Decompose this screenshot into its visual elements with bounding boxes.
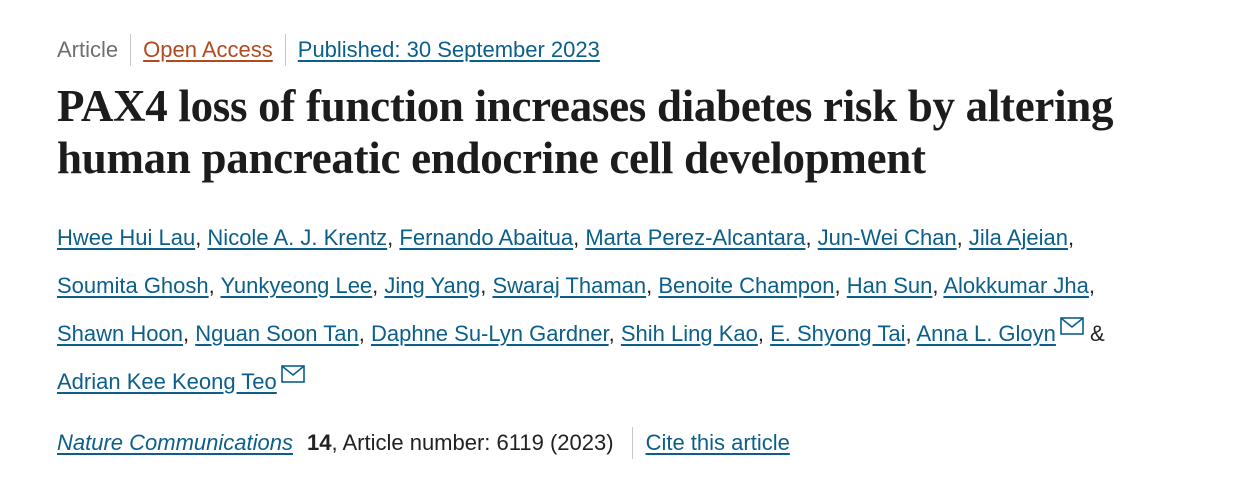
author-list: Hwee Hui Lau, Nicole A. J. Krentz, Ferna… [57,214,1217,406]
author-link[interactable]: Shawn Hoon [57,321,183,346]
author-link[interactable]: Benoite Champon [658,273,835,298]
author-separator: & [1083,321,1111,346]
author-link[interactable]: Nicole A. J. Krentz [207,225,388,250]
author-link[interactable]: Jun-Wei Chan [817,225,957,250]
author-separator: , [956,225,969,250]
author-separator: , [805,225,818,250]
article-type: Article [57,37,119,62]
author-link[interactable]: Nguan Soon Tan [195,321,359,346]
author-separator: , [208,273,221,298]
author-link[interactable]: Jila Ajeian [968,225,1068,250]
author-link[interactable]: Adrian Kee Keong Teo [57,369,277,394]
author-link[interactable]: Alokkumar Jha [943,273,1089,298]
journal-link[interactable]: Nature Communications [57,430,293,455]
author-link[interactable]: Hwee Hui Lau [57,225,196,250]
author-link[interactable]: E. Shyong Tai [770,321,906,346]
author-line: Shawn Hoon, Nguan Soon Tan, Daphne Su-Ly… [57,310,1217,358]
author-link[interactable]: Daphne Su-Lyn Gardner [370,321,609,346]
author-link[interactable]: Marta Perez-Alcantara [585,225,806,250]
author-line: Hwee Hui Lau, Nicole A. J. Krentz, Ferna… [57,214,1217,262]
author-separator: , [387,225,400,250]
author-line: Adrian Kee Keong Teo [57,358,1217,406]
cite-this-article-link[interactable]: Cite this article [645,430,790,455]
meta-divider [284,34,286,66]
author-separator: , [358,321,371,346]
article-number: , Article number: 6119 (2023) [331,430,614,455]
author-link[interactable]: Shih Ling Kao [620,321,758,346]
author-separator: , [372,273,385,298]
article-title-line-2: human pancreatic endocrine cell developm… [57,133,926,183]
author-separator: , [757,321,771,346]
author-separator: , [480,273,493,298]
author-separator: , [182,321,196,346]
article-title: PAX4 loss of function increases diabetes… [57,80,1227,184]
citation-row: Nature Communications 14 , Article numbe… [57,427,790,459]
envelope-icon[interactable] [1060,317,1084,335]
envelope-icon[interactable] [280,365,305,383]
author-link[interactable]: Swaraj Thaman [492,273,647,298]
author-link[interactable]: Soumita Ghosh [57,273,209,298]
author-separator: , [905,321,917,346]
author-separator: , [195,225,208,250]
author-link[interactable]: Han Sun [846,273,933,298]
author-separator: , [1067,225,1075,250]
author-separator: , [932,273,944,298]
author-separator: , [573,225,586,250]
author-separator: , [1088,273,1096,298]
author-link[interactable]: Jing Yang [384,273,481,298]
author-link[interactable]: Yunkyeong Lee [220,273,373,298]
author-separator: , [646,273,659,298]
author-link[interactable]: Fernando Abaitua [399,225,574,250]
author-link[interactable]: Anna L. Gloyn [916,321,1056,346]
article-meta: Article Open Access Published: 30 Septem… [57,34,600,66]
article-title-line-1: PAX4 loss of function increases diabetes… [57,81,1114,131]
author-line: Soumita Ghosh, Yunkyeong Lee, Jing Yang,… [57,262,1217,310]
open-access-link[interactable]: Open Access [143,37,273,62]
author-separator: , [834,273,847,298]
author-separator: , [608,321,621,346]
published-date-link[interactable]: Published: 30 September 2023 [297,37,600,62]
citation-divider [631,427,633,459]
volume-number: 14 [306,430,332,455]
meta-divider [130,34,132,66]
